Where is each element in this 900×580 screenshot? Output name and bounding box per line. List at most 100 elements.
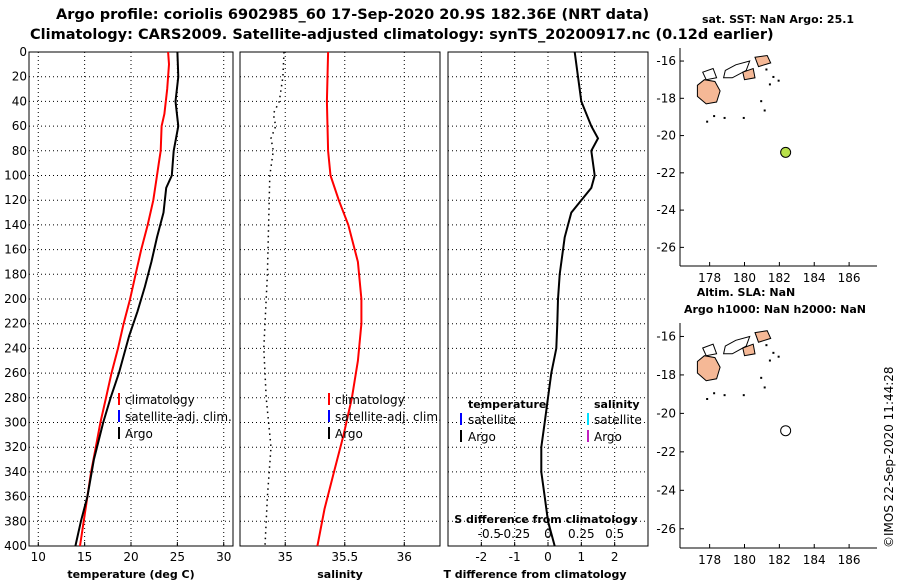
x-axis-label: T difference from climatology bbox=[443, 568, 626, 580]
y-tick-label: 180 bbox=[4, 267, 27, 281]
x-tick-label: 180 bbox=[733, 553, 756, 567]
argo-position-marker bbox=[780, 425, 792, 437]
legend-label: Argo bbox=[125, 427, 153, 441]
legend-label: Argo bbox=[594, 430, 622, 444]
reef-speck bbox=[742, 394, 745, 397]
x-tick-label: 178 bbox=[698, 271, 721, 285]
legend-label: climatology bbox=[125, 393, 195, 407]
x-tick-label: 184 bbox=[803, 553, 826, 567]
island-shape bbox=[702, 67, 718, 81]
y-tick-label: 140 bbox=[4, 218, 27, 232]
map-title: Altim. SLA: NaN bbox=[697, 286, 796, 299]
series-line-climatology bbox=[316, 51, 363, 547]
series-line-argo bbox=[263, 51, 285, 547]
island-shape bbox=[722, 60, 751, 79]
reef-speck bbox=[760, 376, 763, 379]
x-tick-label: -1 bbox=[509, 550, 521, 564]
legend-title: salinity bbox=[594, 398, 640, 411]
x-tick-label: 35.5 bbox=[331, 550, 358, 564]
island-shape bbox=[702, 343, 718, 357]
x-top-axis-label: S difference from climatology bbox=[454, 513, 638, 526]
x-tick-label: 2 bbox=[611, 550, 619, 564]
x-top-tick-label: -0.25 bbox=[499, 527, 530, 541]
reef-speck bbox=[713, 392, 716, 395]
island-shape bbox=[754, 330, 772, 343]
y-tick-label: 380 bbox=[4, 514, 27, 528]
y-tick-label: -18 bbox=[656, 368, 676, 382]
difference-panel: -2 -1 0 1 2 T difference from climatology -0.5… bbox=[443, 51, 649, 580]
map-title: sat. SST: NaN Argo: 25.1 bbox=[702, 13, 854, 26]
reef-speck bbox=[772, 75, 775, 78]
reef-speck bbox=[777, 79, 780, 82]
x-top-tick-label: 0.5 bbox=[605, 527, 624, 541]
y-tick-label: 240 bbox=[4, 341, 27, 355]
argo-position-marker bbox=[780, 146, 792, 158]
series-line-argo bbox=[74, 51, 180, 547]
x-top-tick-label: 0 bbox=[544, 527, 552, 541]
x-axis-label: salinity bbox=[317, 568, 363, 580]
x-tick-label: -2 bbox=[475, 550, 487, 564]
y-tick-label: -22 bbox=[656, 166, 676, 180]
y-tick-label: -16 bbox=[656, 329, 676, 343]
y-tick-label: -24 bbox=[656, 203, 676, 217]
legend-label: climatology bbox=[335, 393, 405, 407]
x-tick-label: 182 bbox=[768, 271, 791, 285]
reef-speck bbox=[706, 120, 709, 123]
y-tick-label: -18 bbox=[656, 91, 676, 105]
reef-speck bbox=[723, 116, 726, 119]
y-tick-label: -20 bbox=[656, 406, 676, 420]
series-line-t-difference-argo bbox=[540, 51, 600, 547]
legend-label: satellite-adj. clim. bbox=[335, 410, 442, 424]
x-axis-label: temperature (deg C) bbox=[67, 568, 194, 580]
imos-credit: ©IMOS 22-Sep-2020 11:44:28 bbox=[882, 366, 896, 548]
reef-speck bbox=[768, 359, 771, 362]
y-tick-label: -22 bbox=[656, 445, 676, 459]
sla-map: 178 180 182 184 186 -16 -18 -20 -22 -24 -26 Altim. … bbox=[656, 286, 877, 567]
title-line-2: Climatology: CARS2009. Satellite-adjuste… bbox=[30, 27, 774, 43]
y-tick-label: -20 bbox=[656, 129, 676, 143]
x-tick-label: 1 bbox=[578, 550, 586, 564]
x-tick-label: 15 bbox=[77, 550, 92, 564]
x-top-tick-label: -0.5 bbox=[478, 527, 501, 541]
island-shape bbox=[722, 335, 751, 355]
island-shape bbox=[754, 54, 772, 68]
y-tick-label: -24 bbox=[656, 483, 676, 497]
reef-speck bbox=[763, 386, 766, 389]
x-tick-label: 25 bbox=[170, 550, 185, 564]
y-tick-label: 120 bbox=[4, 193, 27, 207]
reef-speck bbox=[723, 394, 726, 397]
title-line-1: Argo profile: coriolis 6902985_60 17-Sep… bbox=[56, 7, 649, 23]
reef-speck bbox=[765, 68, 768, 71]
y-tick-label: 100 bbox=[4, 169, 27, 183]
y-tick-label: 40 bbox=[12, 94, 27, 108]
legend-label: Argo bbox=[468, 430, 496, 444]
legend-label: satellite bbox=[594, 413, 642, 427]
y-tick-label: 220 bbox=[4, 317, 27, 331]
x-tick-label: 35 bbox=[278, 550, 293, 564]
reef-speck bbox=[777, 355, 780, 358]
temperature-panel: 10 15 20 25 30020406080100120140160180200220… bbox=[4, 45, 234, 580]
x-tick-label: 0 bbox=[544, 550, 552, 564]
reef-speck bbox=[765, 344, 768, 347]
y-tick-label: -26 bbox=[656, 522, 676, 536]
y-tick-label: 340 bbox=[4, 465, 27, 479]
map-subtitle: Argo h1000: NaN h2000: NaN bbox=[684, 303, 866, 316]
reef-speck bbox=[763, 109, 766, 112]
x-tick-label: 10 bbox=[31, 550, 46, 564]
x-tick-label: 178 bbox=[698, 553, 721, 567]
y-tick-label: -26 bbox=[656, 240, 676, 254]
y-tick-label: 200 bbox=[4, 292, 27, 306]
x-top-tick-label: 0.25 bbox=[568, 527, 595, 541]
legend-label: Argo bbox=[335, 427, 363, 441]
x-tick-label: 186 bbox=[838, 271, 861, 285]
y-tick-label: 260 bbox=[4, 366, 27, 380]
reef-speck bbox=[760, 100, 763, 103]
y-tick-label: 400 bbox=[4, 539, 27, 553]
x-tick-label: 184 bbox=[803, 271, 826, 285]
y-tick-label: 80 bbox=[12, 144, 27, 158]
x-tick-label: 36 bbox=[397, 550, 412, 564]
island-shape bbox=[696, 79, 721, 105]
x-tick-label: 30 bbox=[216, 550, 231, 564]
reef-speck bbox=[742, 116, 745, 119]
island-shape bbox=[742, 67, 756, 81]
